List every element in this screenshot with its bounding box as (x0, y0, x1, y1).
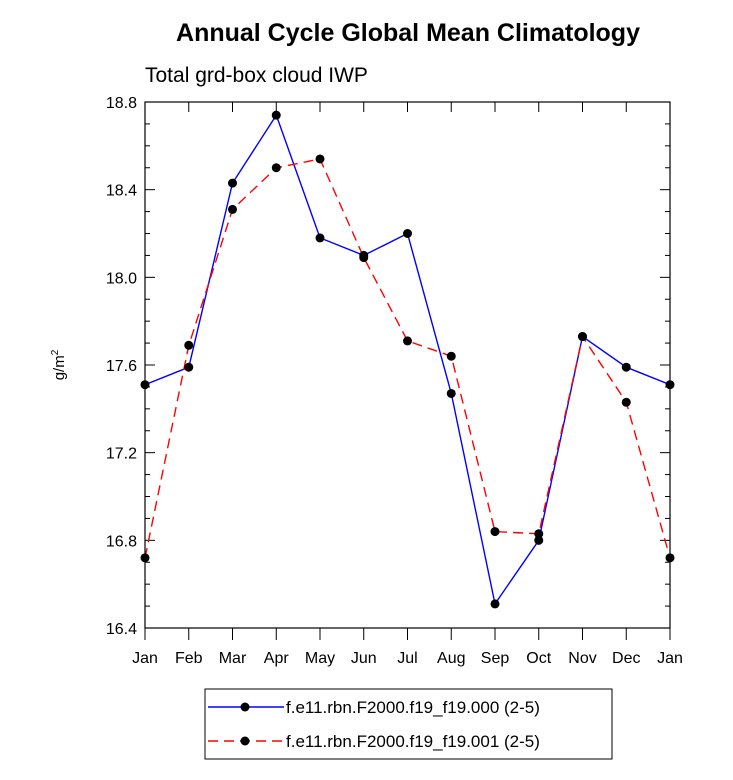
x-tick-label: Nov (568, 650, 596, 667)
x-tick-label: Mar (219, 650, 247, 667)
series-1-point (271, 163, 281, 173)
x-tick-label: May (305, 650, 335, 667)
axis-ticks: 16.4 16.8 17.2 17.6 18.0 18.4 18.8 Jan Feb Mar Apr… (106, 95, 683, 667)
x-tick-label: Feb (175, 650, 203, 667)
y-tick-label: 16.8 (106, 533, 137, 550)
series-0-point (271, 110, 281, 120)
x-tick-label: Jan (132, 650, 158, 667)
legend-marker-series-001 (240, 736, 250, 746)
x-tick-label: Oct (526, 650, 551, 667)
series-0-point (403, 229, 412, 238)
series-1-point (534, 529, 544, 539)
series-1-point (228, 204, 237, 214)
series-1-point (359, 253, 369, 263)
x-tick-label: Sep (481, 650, 510, 667)
x-tick-label: Aug (437, 650, 465, 667)
y-tick-label: 18.4 (106, 183, 137, 200)
legend: f.e11.rbn.F2000.f19_f19.000 (2-5) f.e11.… (204, 688, 613, 760)
legend-marker-series-000 (240, 702, 250, 712)
x-tick-label: Dec (612, 650, 640, 667)
series-0-point (534, 535, 544, 545)
series-1-point (578, 332, 587, 342)
chart-title: Annual Cycle Global Mean Climatology (176, 19, 640, 47)
x-tick-label: Apr (264, 650, 290, 667)
series-1-point (184, 340, 194, 350)
legend-label-series-001: f.e11.rbn.F2000.f19_f19.001 (2-5) (286, 732, 540, 751)
series-0-point (446, 388, 456, 398)
x-tick-label: Jun (351, 650, 377, 667)
series-0-point (228, 178, 237, 188)
y-tick-label: 18.8 (106, 95, 137, 112)
y-tick-label: 18.0 (106, 270, 137, 287)
y-axis-label-base: g/m (51, 355, 68, 380)
plot-series (140, 110, 675, 609)
x-tick-label: Jul (397, 650, 417, 667)
series-1-point (403, 336, 412, 346)
series-1-point (621, 397, 631, 407)
series-0-point (490, 599, 500, 609)
y-axis-label: g/m2 (50, 349, 68, 380)
y-tick-label: 17.6 (106, 358, 137, 375)
x-tick-label: Jan (657, 650, 683, 667)
series-line-0 (144, 113, 671, 606)
legend-label-series-000: f.e11.rbn.F2000.f19_f19.000 (2-5) (286, 698, 540, 717)
series-0-point (621, 362, 631, 372)
chart-subtitle: Total grd-box cloud IWP (145, 64, 368, 87)
y-tick-label: 17.2 (106, 446, 137, 463)
svg-text:g/m2: g/m2 (50, 349, 68, 380)
y-tick-label: 16.4 (106, 621, 137, 638)
series-1-point (315, 154, 325, 164)
legend-box (204, 688, 613, 760)
series-1-point (446, 351, 456, 361)
series-0-point (184, 362, 194, 372)
y-axis-label-superscript: 2 (50, 349, 61, 355)
plot-frame (144, 101, 671, 629)
series-1-point (490, 527, 500, 537)
series-0-point (315, 233, 325, 243)
